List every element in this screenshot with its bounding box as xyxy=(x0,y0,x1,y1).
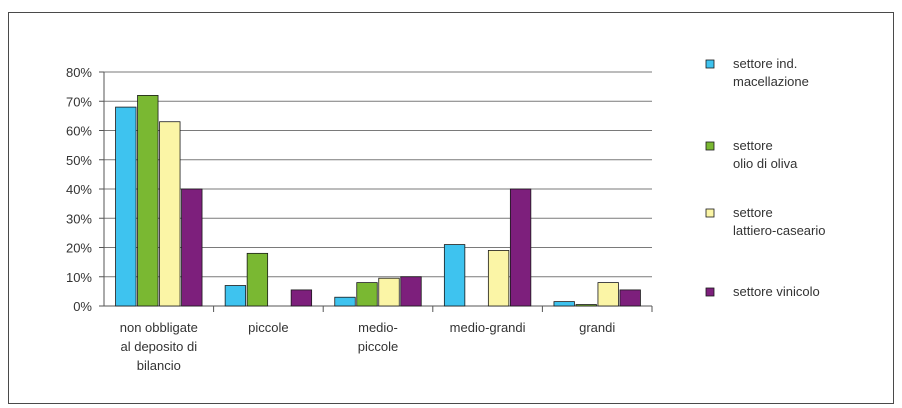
bar xyxy=(378,277,400,307)
bar xyxy=(597,282,619,307)
x-category-label: piccole xyxy=(248,320,288,335)
legend-swatch xyxy=(705,287,715,297)
bar xyxy=(224,285,247,307)
bar xyxy=(334,296,356,307)
bar xyxy=(553,301,575,307)
y-tick-label: 10% xyxy=(66,270,92,285)
y-tick-label: 80% xyxy=(66,65,92,80)
legend-label: settore lattiero-caseario xyxy=(733,205,826,238)
bar xyxy=(290,289,313,307)
bar xyxy=(575,304,597,307)
x-category-label: grandi xyxy=(579,320,615,335)
y-tick-label: 70% xyxy=(66,94,92,109)
bar xyxy=(443,244,466,307)
legend-swatch xyxy=(705,141,715,151)
legend-label: settore ind. macellazione xyxy=(733,56,809,89)
bar xyxy=(137,95,159,307)
y-tick-label: 20% xyxy=(66,241,92,256)
y-tick-label: 30% xyxy=(66,211,92,226)
bar xyxy=(487,250,510,307)
bar xyxy=(181,188,203,307)
y-tick-label: 0% xyxy=(73,299,92,314)
x-category-label: non obbligate al deposito di bilancio xyxy=(120,320,198,373)
bar xyxy=(115,106,137,307)
legend-swatch xyxy=(705,59,715,69)
bar xyxy=(400,276,422,307)
y-tick-label: 50% xyxy=(66,153,92,168)
y-tick-label: 60% xyxy=(66,124,92,139)
legend-label: settore vinicolo xyxy=(733,284,820,299)
legend-swatch xyxy=(705,208,715,218)
bar xyxy=(619,289,641,307)
y-tick-label: 40% xyxy=(66,182,92,197)
x-category-label: medio-piccole xyxy=(358,320,398,354)
bar xyxy=(356,282,378,307)
bar xyxy=(246,252,269,307)
bar xyxy=(509,188,532,307)
bar xyxy=(159,121,181,307)
x-category-label: medio-grandi xyxy=(450,320,526,335)
legend-label: settore olio di oliva xyxy=(733,138,798,171)
